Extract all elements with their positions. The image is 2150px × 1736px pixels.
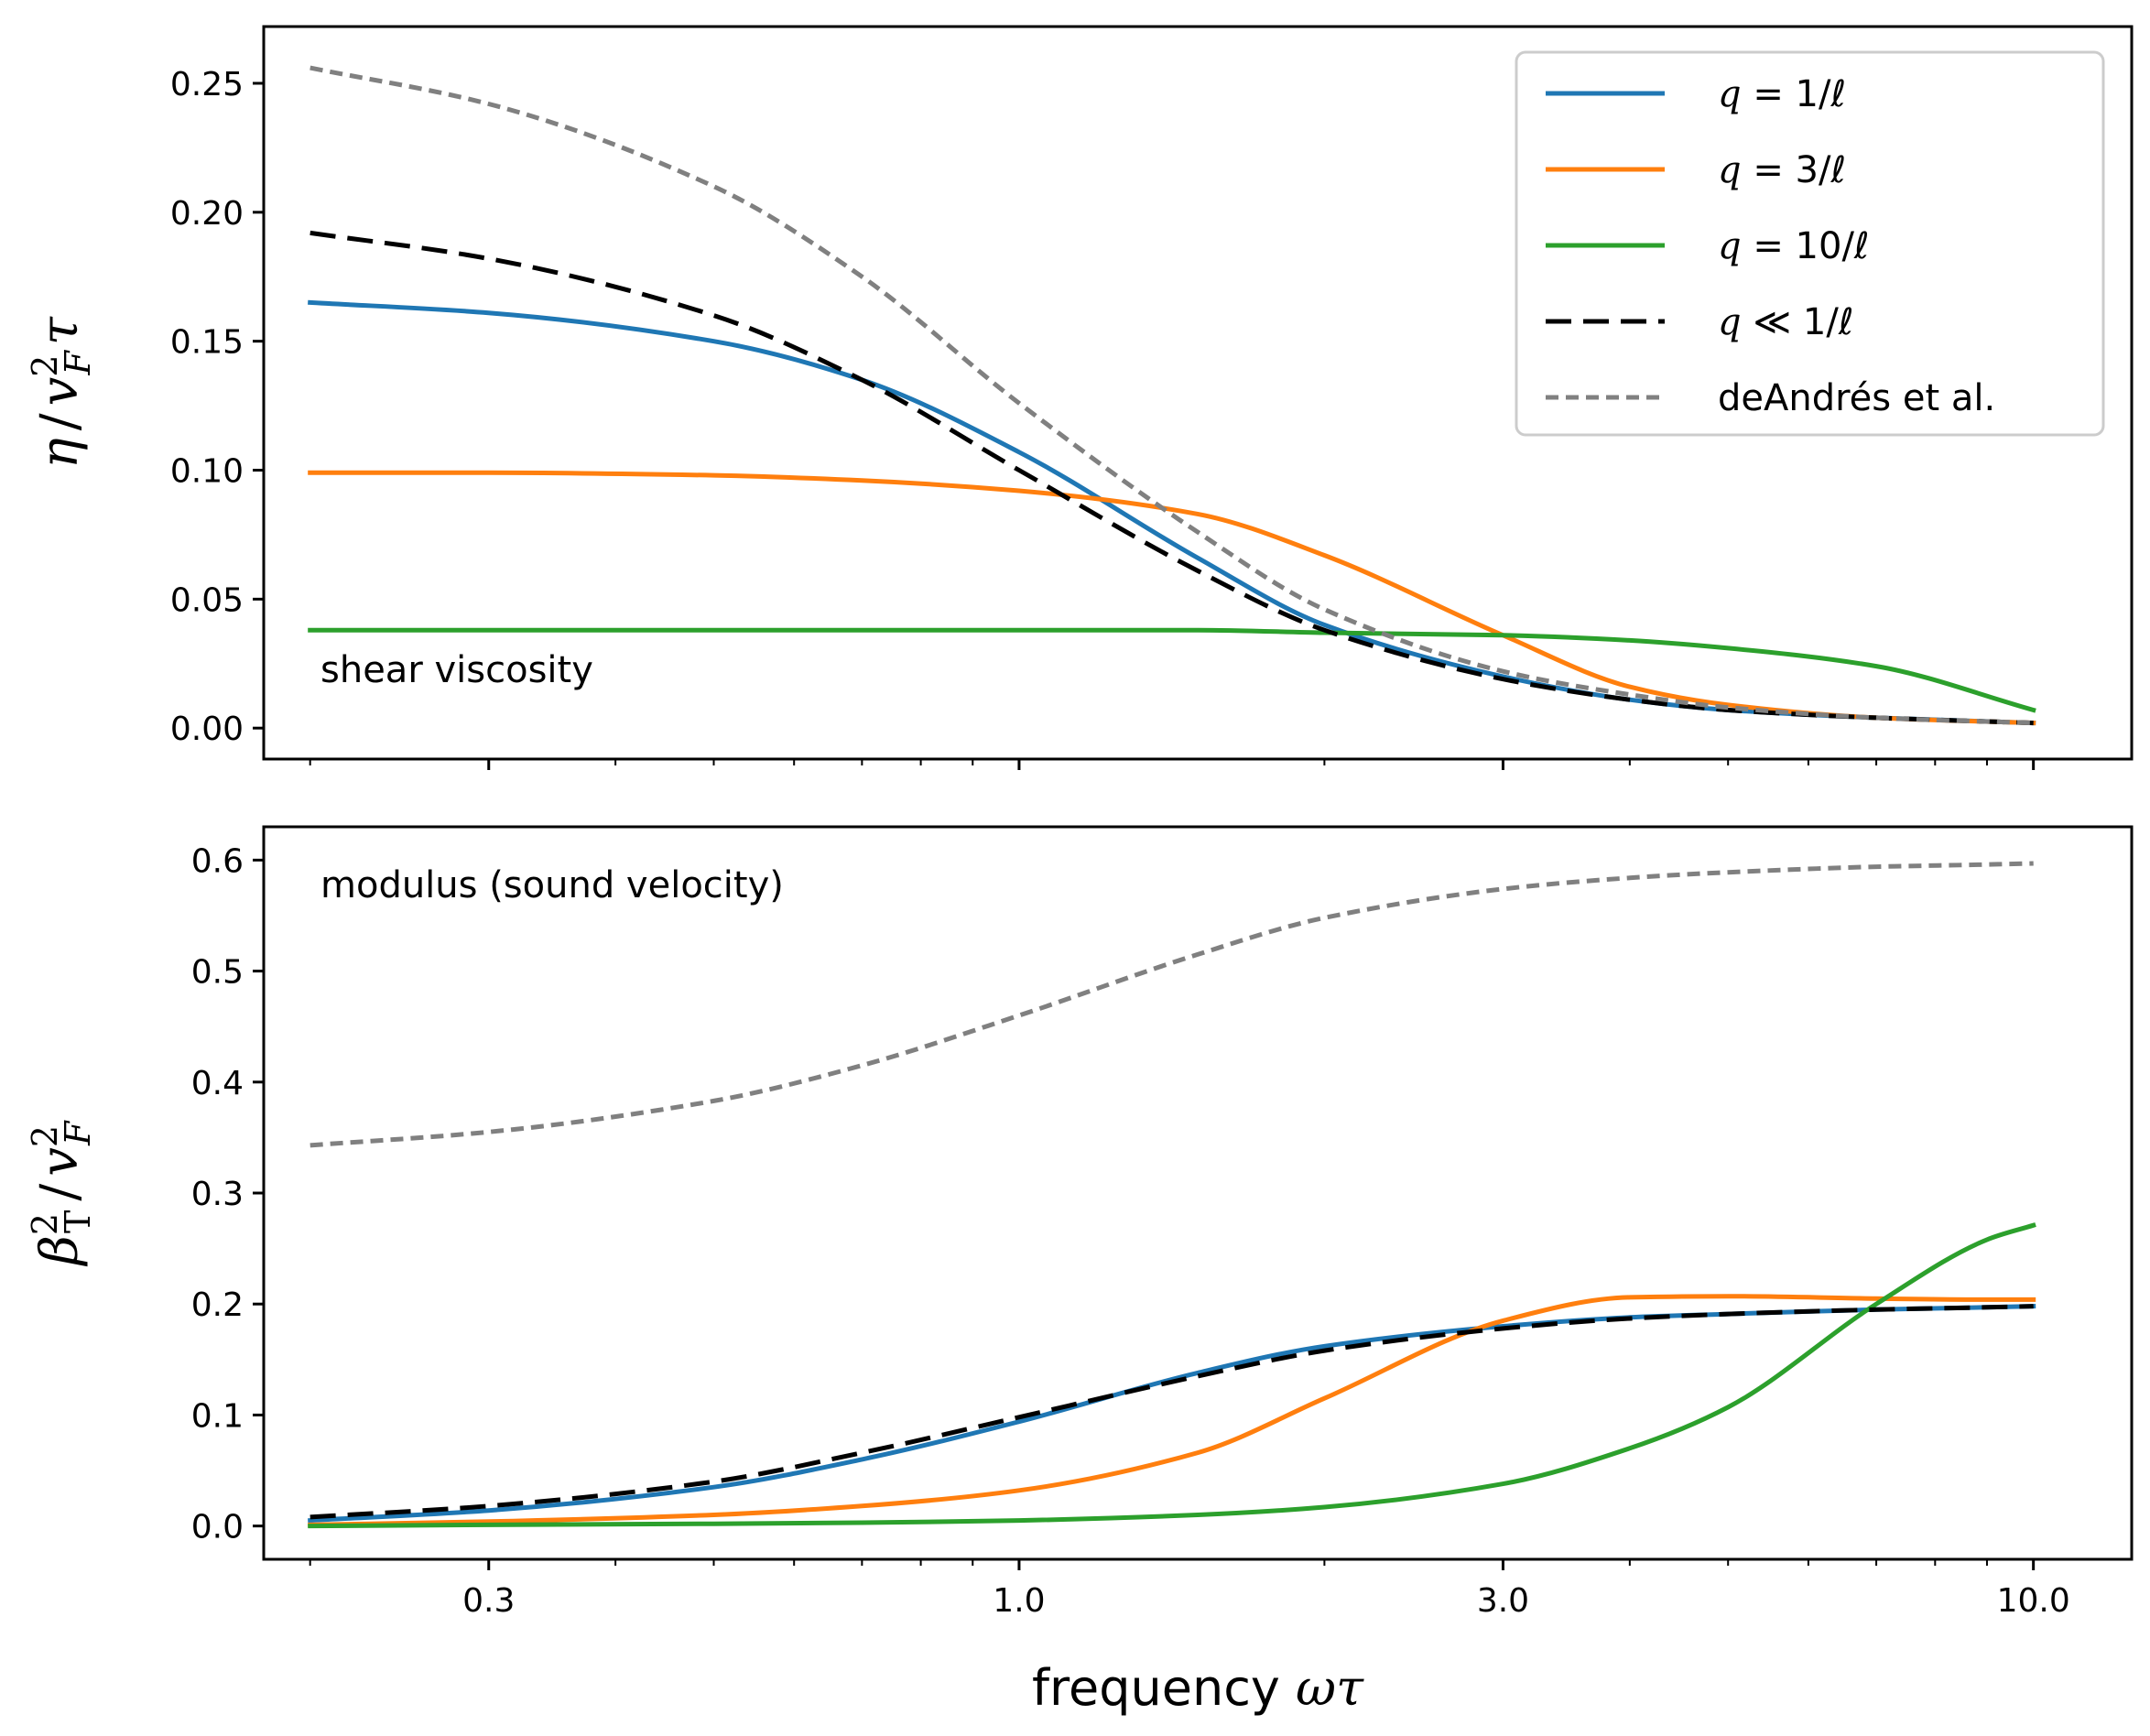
bottom-annotation: modulus (sound velocity) — [320, 864, 784, 906]
x-tick-label: 0.3 — [462, 1582, 515, 1620]
y-tick-label: 0.6 — [191, 842, 244, 880]
series-line-q10 — [308, 1222, 2036, 1529]
x-tick-label: 3.0 — [1477, 1582, 1529, 1620]
legend: q = 1/ℓ q = 3/ℓ q = 10/ℓ q ≪ 1/ℓ deAndrés et… — [1515, 50, 2105, 437]
series-line-qsmall — [309, 230, 2034, 726]
legend-label: q = 3/ℓ — [1718, 149, 1846, 191]
top-y-axis: 0.00 0.05 0.10 0.15 0.20 0.25 — [170, 66, 264, 748]
y-tick-label: 0.3 — [191, 1176, 244, 1213]
legend-label: deAndrés et al. — [1718, 377, 1995, 419]
y-tick-label: 0.2 — [191, 1286, 244, 1324]
bottom-y-axis: 0.0 0.1 0.2 0.3 0.4 0.5 0.6 — [191, 842, 264, 1546]
series-line-q10 — [308, 627, 2036, 713]
series-line-deandres — [309, 65, 2034, 726]
series-line-deandres — [309, 861, 2034, 1148]
y-tick-label: 0.05 — [170, 581, 244, 619]
y-tick-label: 0.5 — [191, 954, 244, 992]
y-tick-label: 0.0 — [191, 1509, 244, 1546]
y-tick-label: 0.1 — [191, 1397, 244, 1435]
bottom-plot-area — [308, 861, 2036, 1529]
top-axes-frame — [262, 25, 2134, 761]
bottom-y-axis-label: β2T/v2F — [25, 1120, 98, 1267]
x-tick-label: 1.0 — [993, 1582, 1045, 1620]
y-tick-label: 0.00 — [170, 711, 244, 748]
top-plot-area — [308, 65, 2036, 726]
top-y-axis-label: η/v2Fτ — [25, 316, 98, 469]
series-line-qsmall — [309, 1304, 2034, 1520]
y-tick-label: 0.4 — [191, 1065, 244, 1102]
legend-label: q ≪ 1/ℓ — [1718, 301, 1853, 343]
top-x-axis — [309, 759, 2036, 770]
series-line-q3 — [308, 1294, 2036, 1527]
y-tick-label: 0.25 — [170, 66, 244, 103]
x-axis-label: frequency ωτ — [1032, 1659, 1364, 1717]
y-tick-label: 0.10 — [170, 453, 244, 491]
bottom-panel: 0.0 0.1 0.2 0.3 0.4 0.5 0.6 0.3 1.0 3.0 10.0 modu… — [25, 825, 2134, 1717]
y-tick-label: 0.15 — [170, 324, 244, 362]
x-tick-label: 10.0 — [1997, 1582, 2070, 1620]
y-tick-label: 0.20 — [170, 195, 244, 233]
legend-label: q = 10/ℓ — [1718, 225, 1869, 267]
bottom-x-axis: 0.3 1.0 3.0 10.0 — [309, 1559, 2070, 1620]
legend-box — [1515, 50, 2105, 437]
top-panel: 0.00 0.05 0.10 0.15 0.20 0.25 shear viscosity… — [25, 25, 2134, 770]
legend-label: q = 1/ℓ — [1718, 73, 1846, 115]
legend-items: q = 1/ℓ q = 3/ℓ q = 10/ℓ q ≪ 1/ℓ deAndrés et… — [1546, 73, 1995, 419]
top-annotation: shear viscosity — [320, 649, 593, 691]
